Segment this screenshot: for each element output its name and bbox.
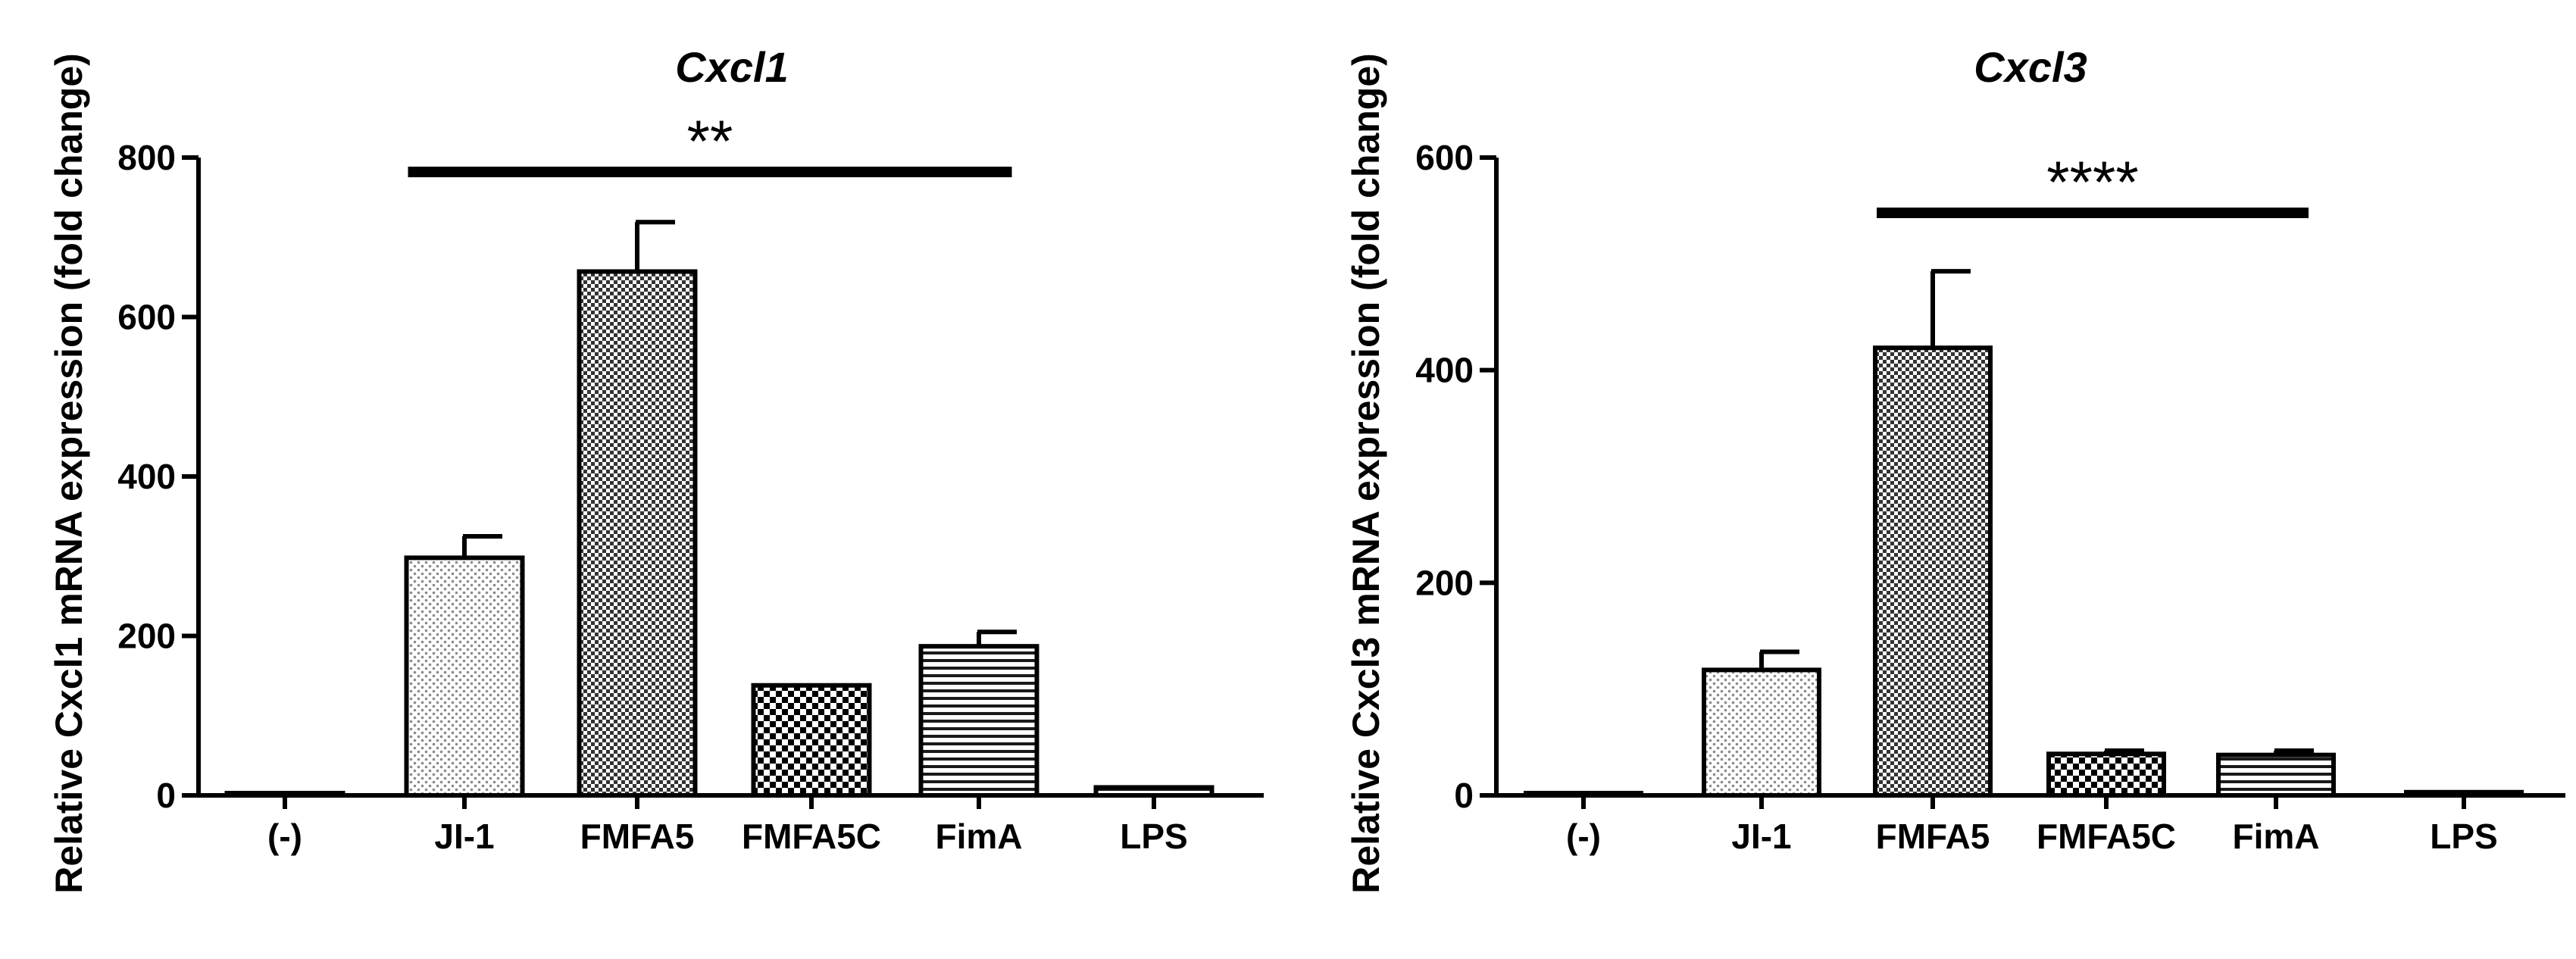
bar-ji1 [404, 555, 525, 798]
y-tick-label: 200 [117, 617, 176, 656]
panel-cxcl1: Cxcl1 Relative Cxcl1 mRNA expression (fo… [48, 43, 1264, 894]
x-category-label: FimA [936, 817, 1023, 856]
significance-label: ** [687, 108, 733, 174]
y-axis-label: Relative Cxcl3 mRNA expression (fold cha… [1345, 53, 1387, 894]
x-category-label: (-) [267, 817, 302, 856]
bar-ji1 [1702, 667, 1821, 798]
bar-fmfa5c [2046, 751, 2166, 798]
y-tick-label: 400 [117, 457, 176, 496]
chart-title: Cxcl3 [1974, 43, 2087, 91]
x-category-label: FimA [2233, 817, 2320, 856]
x-category-label: LPS [2430, 817, 2497, 856]
x-category-label: JI-1 [434, 817, 494, 856]
chart-title: Cxcl1 [675, 43, 788, 91]
panel-cxcl3: Cxcl3 Relative Cxcl3 mRNA expression (fo… [1345, 43, 2565, 894]
x-category-label: JI-1 [1731, 817, 1791, 856]
significance-label: **** [2046, 148, 2138, 215]
x-category-label: LPS [1120, 817, 1187, 856]
y-tick-label: 0 [1454, 776, 1474, 815]
y-tick-label: 400 [1415, 351, 1474, 390]
x-category-label: FMFA5C [742, 817, 881, 856]
y-tick-label: 600 [1415, 138, 1474, 177]
x-category-label: FMFA5C [2037, 817, 2176, 856]
x-category-label: FMFA5 [1876, 817, 1990, 856]
bar-lps [1093, 785, 1215, 798]
y-tick-label: 200 [1415, 563, 1474, 602]
y-tick-label: 800 [117, 138, 176, 177]
y-tick-label: 600 [117, 298, 176, 337]
y-axis-label: Relative Cxcl1 mRNA expression (fold cha… [48, 53, 90, 894]
bar-fmfa5c [751, 683, 872, 798]
bar-fima [918, 644, 1039, 798]
bar-lps [2404, 789, 2524, 798]
x-category-label: (-) [1566, 817, 1601, 856]
bar-fmfa5 [577, 269, 698, 798]
bar- [224, 791, 345, 798]
bar- [1524, 791, 1643, 798]
x-category-label: FMFA5 [580, 817, 695, 856]
bar-fmfa5 [1873, 345, 1993, 798]
bar-fima [2216, 752, 2336, 798]
y-tick-label: 0 [156, 776, 176, 815]
